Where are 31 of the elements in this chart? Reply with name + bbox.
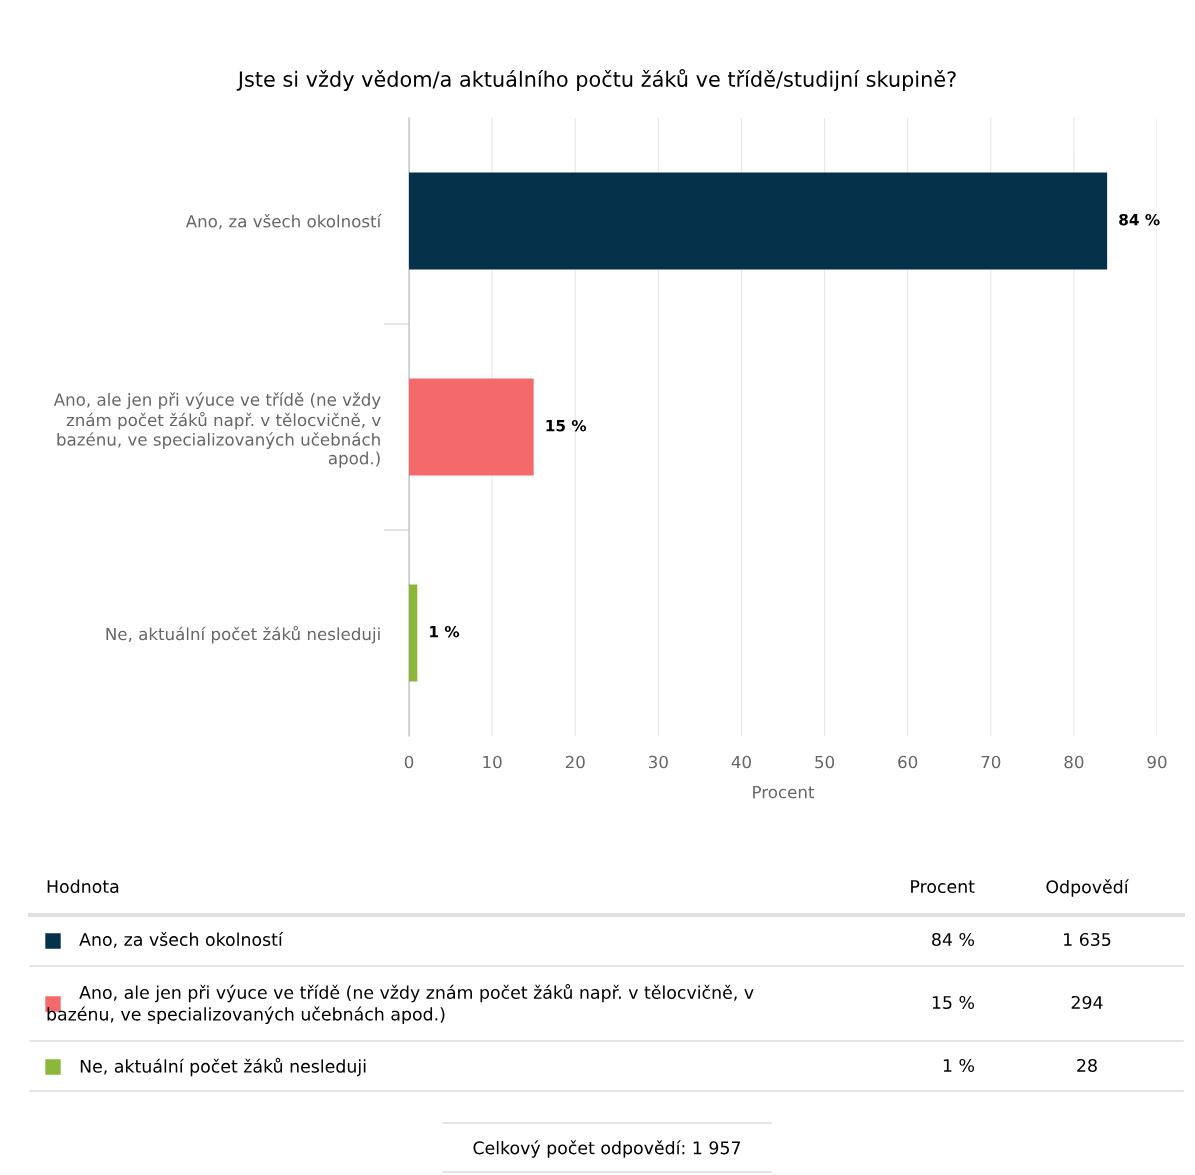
text: Odpovědí (1046, 879, 1130, 897)
data-label: 1 % (430, 625, 460, 638)
text: Hodnota (47, 879, 119, 894)
y-tick-label: Ne, aktuální počet žáků nesleduji (106, 625, 380, 644)
y-tick-label: Ano, ale jen při výuce ve třídě (ne vždy znám počet žáků např. v tělocvičně, v bazénu, ve specializovaných učebnách apod.) (53, 392, 381, 468)
x-tick-label: 50 (815, 755, 835, 769)
x-axis-title: Procent (753, 785, 815, 799)
text: 1 635 (1064, 932, 1111, 947)
x-tick-label: 10 (483, 755, 502, 769)
x-tick-label: 70 (981, 755, 1001, 769)
text: 1 % (943, 1058, 975, 1073)
x-tick-label: 90 (1147, 755, 1167, 769)
x-tick-label: 20 (565, 755, 585, 769)
category-label: Ano, za všech okolností (79, 931, 284, 948)
category-label: Ne, aktuální počet žáků nesleduji (80, 1057, 366, 1077)
x-tick-label: 0 (404, 755, 414, 769)
x-tick-label: 40 (731, 755, 751, 769)
data-label: 15 % (546, 419, 587, 432)
chart-title: Jste si vždy vědom/a aktuálního počtu žáků ve třídě/studijní skupině? (236, 69, 956, 91)
data-label: 84 % (1119, 213, 1160, 226)
y-tick-label: Ano, za všech okolností (185, 214, 382, 230)
x-tick-label: 60 (898, 755, 918, 769)
text: 28 (1077, 1058, 1097, 1073)
text: 15 % (932, 995, 975, 1010)
category-label: Ano, ale jen při výuce ve třídě (ne vždy znám počet žáků např. v tělocvičně, v bazénu, ve specializovaných učebnách apod.) (47, 984, 754, 1024)
x-tick-label: 80 (1064, 755, 1084, 769)
text: Procent (911, 880, 975, 894)
text: 84 % (932, 932, 975, 947)
x-tick-label: 30 (649, 755, 668, 769)
text: 294 (1071, 995, 1103, 1010)
text: Celkový počet odpovědí: 1 957 (473, 1140, 741, 1158)
